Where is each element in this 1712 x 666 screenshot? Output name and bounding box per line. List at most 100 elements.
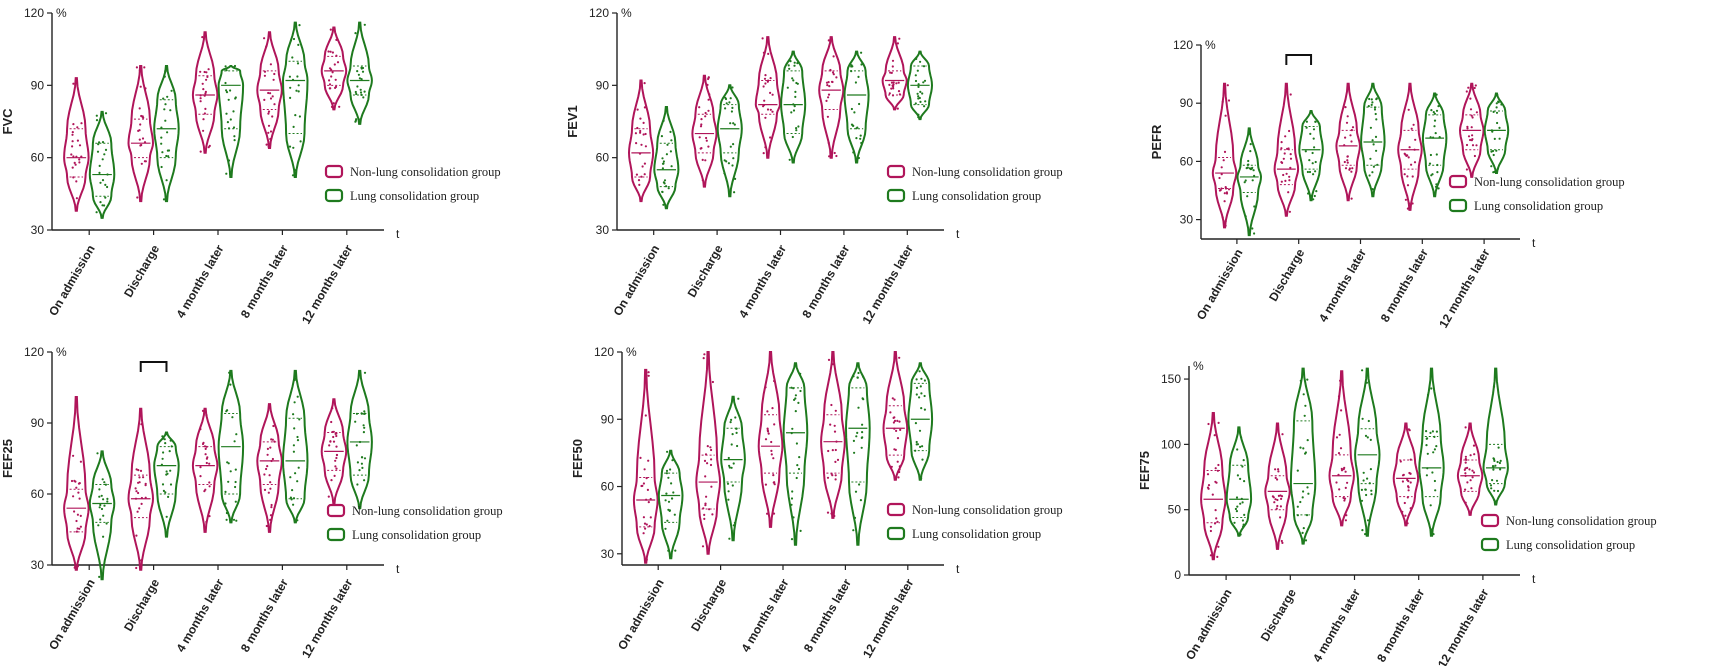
data-point <box>1216 520 1219 523</box>
data-point <box>1364 488 1367 491</box>
data-point <box>292 444 295 447</box>
data-point <box>359 91 363 94</box>
data-point <box>103 204 106 207</box>
data-point <box>296 395 299 398</box>
data-point <box>1246 195 1249 198</box>
data-point <box>1361 369 1364 372</box>
data-point <box>206 75 209 78</box>
data-point <box>295 89 298 92</box>
y-axis-title: PEFR <box>1149 124 1164 159</box>
violin-lung <box>88 110 116 219</box>
data-point <box>833 151 836 155</box>
data-point <box>80 122 83 125</box>
data-point <box>228 371 231 374</box>
data-point <box>163 438 166 441</box>
legend: Non-lung consolidation group Lung consoli… <box>1480 513 1657 552</box>
violin-non-lung <box>256 31 283 149</box>
violin-lung <box>907 362 934 481</box>
violin-non-lung <box>191 31 219 154</box>
data-point <box>728 101 731 104</box>
violin-lung <box>1236 127 1263 237</box>
panel-fef25: 30 60 90 120 % t FEF25 On admission Discharge 4 m… <box>0 345 503 660</box>
data-point <box>1371 171 1374 174</box>
data-point <box>1433 448 1436 451</box>
data-point <box>890 465 893 468</box>
data-point <box>852 151 855 154</box>
data-point <box>915 393 918 396</box>
data-point <box>763 99 766 102</box>
data-point <box>227 98 230 101</box>
data-point <box>1469 108 1473 111</box>
data-point <box>1275 507 1278 510</box>
data-point <box>234 485 237 489</box>
data-point <box>704 502 707 505</box>
data-point <box>710 448 713 452</box>
data-point <box>1433 119 1437 122</box>
data-point <box>1497 101 1500 104</box>
data-point <box>136 196 139 199</box>
data-point <box>135 490 138 493</box>
data-point <box>829 423 832 426</box>
category-label: 4 months later <box>736 242 789 320</box>
data-point <box>793 61 796 64</box>
data-point <box>234 500 237 503</box>
data-point <box>294 472 297 475</box>
data-point <box>296 62 300 65</box>
data-point <box>772 481 775 484</box>
data-point <box>830 38 833 42</box>
data-point <box>643 82 646 85</box>
data-point <box>764 483 768 486</box>
data-point <box>225 410 228 413</box>
category-label: On admission <box>46 243 98 319</box>
data-point <box>1344 136 1347 139</box>
legend-label: Non-lung consolidation group <box>352 504 503 518</box>
data-point <box>916 92 919 95</box>
data-point <box>1280 539 1283 543</box>
data-point <box>898 37 901 40</box>
data-point <box>288 145 292 148</box>
category-label: On admission <box>46 577 98 653</box>
data-point <box>1489 484 1493 487</box>
data-point <box>831 71 835 74</box>
data-point <box>1209 529 1212 533</box>
data-point <box>1491 130 1494 133</box>
data-point <box>289 496 292 499</box>
data-point <box>1471 116 1474 119</box>
data-point <box>1406 478 1409 481</box>
data-point <box>898 465 901 468</box>
data-point <box>862 375 865 378</box>
data-point <box>96 150 100 153</box>
data-point <box>363 426 366 429</box>
data-point <box>1496 167 1500 170</box>
data-point <box>727 162 731 165</box>
data-point <box>666 519 669 522</box>
violin-non-lung <box>256 403 283 533</box>
data-point <box>1471 134 1474 137</box>
data-point <box>1344 519 1347 522</box>
data-point <box>669 130 672 133</box>
y-tick-label: 60 <box>31 487 45 501</box>
data-point <box>1245 167 1248 170</box>
data-point <box>730 110 734 113</box>
data-point <box>923 394 926 398</box>
violin-non-lung <box>1264 422 1291 550</box>
data-point <box>647 371 650 374</box>
data-point <box>795 442 799 445</box>
data-point <box>269 130 273 133</box>
data-point <box>99 201 102 204</box>
data-point <box>643 173 646 176</box>
data-point <box>95 119 99 122</box>
data-point <box>915 386 919 389</box>
data-point <box>1218 176 1221 180</box>
data-point <box>234 468 237 471</box>
data-point <box>1371 101 1374 104</box>
data-point <box>358 469 361 472</box>
y-tick-label: 120 <box>24 345 44 359</box>
data-point <box>338 105 341 108</box>
data-point <box>1495 102 1498 105</box>
data-point <box>71 140 74 143</box>
data-point <box>71 131 74 134</box>
data-point <box>1474 84 1477 87</box>
data-point <box>921 445 924 448</box>
data-point <box>1432 111 1435 114</box>
